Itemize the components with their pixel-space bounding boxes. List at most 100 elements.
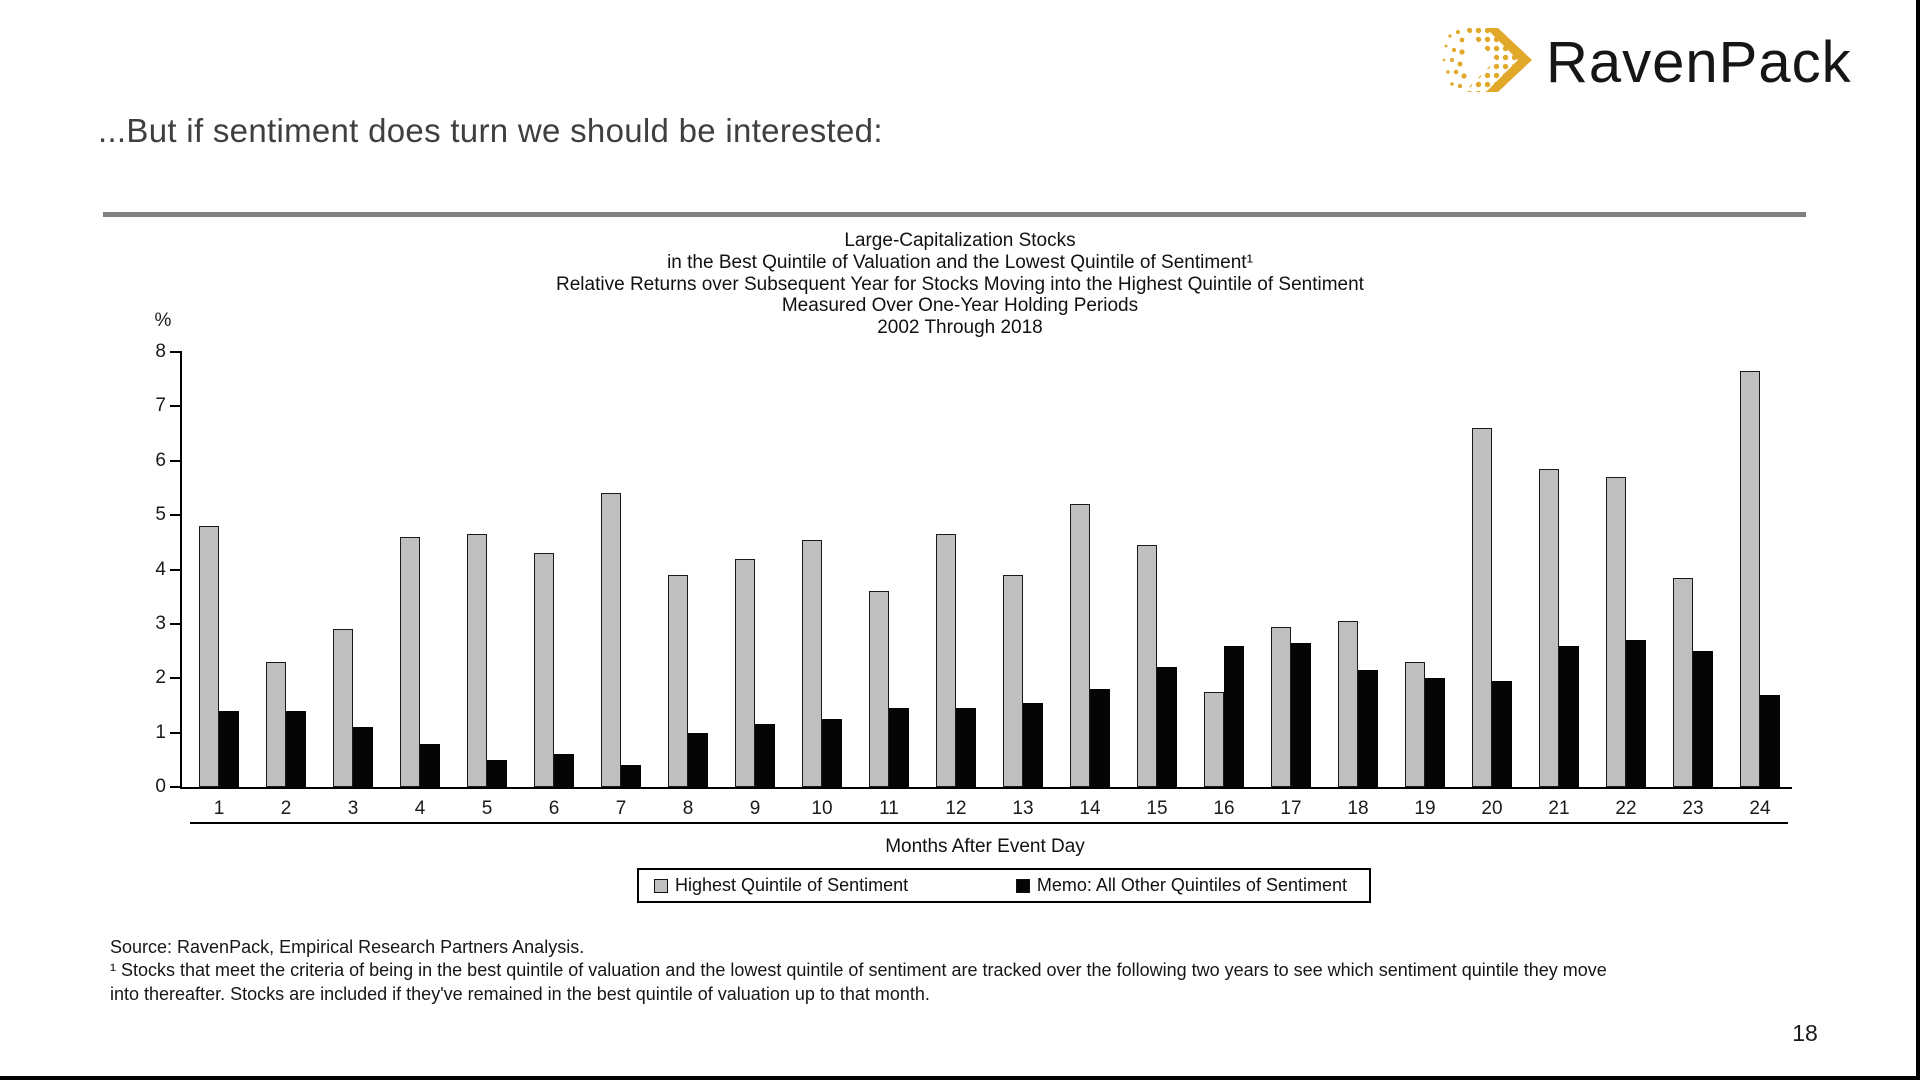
legend-label-highest: Highest Quintile of Sentiment bbox=[675, 875, 909, 895]
highest-quintile-bar bbox=[1740, 371, 1760, 787]
other-quintiles-bar bbox=[1693, 651, 1713, 787]
chart-title-line: in the Best Quintile of Valuation and th… bbox=[667, 251, 1253, 273]
highest-quintile-bar bbox=[1003, 574, 1023, 787]
other-quintiles-bar bbox=[1425, 678, 1445, 787]
other-quintiles-bar bbox=[1760, 694, 1780, 787]
y-axis-tick bbox=[170, 405, 182, 408]
highest-quintile-bar bbox=[1472, 428, 1492, 787]
x-tick-label: 15 bbox=[1146, 798, 1168, 819]
highest-quintile-bar bbox=[1539, 468, 1559, 787]
chart-title-line: Relative Returns over Subsequent Year fo… bbox=[556, 273, 1364, 295]
other-quintiles-bar bbox=[1157, 667, 1177, 787]
y-tick-label: 0 bbox=[155, 776, 166, 797]
highest-quintile-bar bbox=[266, 661, 286, 787]
y-tick-label: 2 bbox=[155, 667, 166, 689]
x-tick-label: 21 bbox=[1548, 798, 1570, 819]
x-tick-label: 5 bbox=[481, 798, 493, 819]
other-quintiles-bar bbox=[1626, 640, 1646, 787]
highest-quintile-bar bbox=[199, 526, 219, 787]
other-quintiles-bar bbox=[353, 727, 373, 787]
footnote-line: into thereafter. Stocks are included if … bbox=[110, 983, 930, 1004]
x-tick-label: 19 bbox=[1414, 798, 1436, 819]
highest-quintile-bar bbox=[601, 493, 621, 787]
other-quintiles-bar bbox=[1090, 689, 1110, 787]
highest-quintile-bar bbox=[1204, 691, 1224, 787]
other-quintiles-bar bbox=[1023, 702, 1043, 787]
source-line: Source: RavenPack, Empirical Research Pa… bbox=[110, 937, 585, 957]
highest-quintile-bar bbox=[869, 591, 889, 787]
x-tick-label: 6 bbox=[548, 798, 560, 819]
other-quintiles-bar bbox=[487, 759, 507, 787]
y-axis-unit-label: % bbox=[154, 310, 172, 331]
y-tick-label: 6 bbox=[155, 449, 166, 471]
other-quintiles-bar bbox=[688, 732, 708, 787]
highest-quintile-bar bbox=[333, 629, 353, 787]
other-quintiles-bar bbox=[554, 754, 574, 787]
x-tick-label: 18 bbox=[1347, 798, 1369, 819]
other-quintiles-bar bbox=[889, 708, 909, 787]
page-title: ...But if sentiment does turn we should … bbox=[98, 112, 883, 149]
chart-title-line: 2002 Through 2018 bbox=[877, 317, 1043, 339]
y-tick-label: 5 bbox=[155, 504, 166, 526]
other-quintiles-bar bbox=[219, 710, 239, 787]
footer: Source: RavenPack, Empirical Research Pa… bbox=[110, 936, 1810, 1006]
x-axis-title: Months After Event Day bbox=[885, 836, 1085, 857]
y-axis-tick bbox=[170, 459, 182, 462]
ravenpack-arrow-icon bbox=[1438, 26, 1534, 99]
highest-quintile-bar bbox=[534, 553, 554, 787]
other-quintiles-bar bbox=[1559, 645, 1579, 787]
x-axis-underline bbox=[190, 822, 1788, 824]
plot-area: 0 1 2 3 4 5 6 7 8 1 2 3 4 5 6 7 8 9 10 11 12 13 14 15 16 17 18 19 20… bbox=[155, 341, 1792, 819]
x-tick-label: 20 bbox=[1481, 798, 1503, 819]
y-tick-label: 7 bbox=[155, 395, 166, 417]
x-tick-label: 2 bbox=[280, 798, 292, 819]
x-tick-label: 8 bbox=[682, 798, 694, 819]
other-quintiles-bar bbox=[1492, 680, 1512, 787]
highest-quintile-bar bbox=[400, 536, 420, 787]
highest-quintile-bar bbox=[936, 534, 956, 787]
y-tick-label: 8 bbox=[155, 341, 166, 362]
highest-quintile-bar bbox=[1673, 577, 1693, 787]
legend-entry-other-quintiles: Memo: All Other Quintiles of Sentiment bbox=[1015, 875, 1347, 896]
other-quintiles-bar bbox=[956, 708, 976, 787]
x-tick-label: 24 bbox=[1749, 798, 1771, 819]
other-quintiles-bar bbox=[1291, 642, 1311, 787]
ravenpack-logo: RavenPack bbox=[1438, 26, 1852, 99]
legend-entry-highest-quintile: Highest Quintile of Sentiment bbox=[654, 875, 908, 896]
x-tick-label: 1 bbox=[213, 798, 225, 819]
y-axis-tick bbox=[170, 568, 182, 571]
highest-quintile-bar bbox=[1137, 545, 1157, 787]
ravenpack-logo-text: RavenPack bbox=[1546, 29, 1852, 95]
highest-quintile-bar bbox=[467, 534, 487, 787]
highest-quintile-bar bbox=[1405, 661, 1425, 787]
x-tick-label: 23 bbox=[1682, 798, 1704, 819]
y-axis-tick bbox=[170, 351, 182, 353]
x-tick-label: 12 bbox=[945, 798, 967, 819]
other-quintiles-bar bbox=[420, 743, 440, 787]
x-tick-label: 14 bbox=[1079, 798, 1101, 819]
x-tick-label: 9 bbox=[749, 798, 761, 819]
chart-title-line: Large-Capitalization Stocks bbox=[844, 230, 1076, 251]
other-quintiles-bar bbox=[1224, 645, 1244, 787]
legend-swatch-highest bbox=[654, 878, 668, 893]
x-tick-label: 22 bbox=[1615, 798, 1637, 819]
y-axis-tick bbox=[170, 731, 182, 734]
highest-quintile-bar bbox=[1606, 477, 1626, 787]
x-tick-label: 17 bbox=[1280, 798, 1302, 819]
other-quintiles-bar bbox=[755, 724, 775, 787]
highest-quintile-bar bbox=[735, 558, 755, 787]
page-number: 18 bbox=[1792, 1020, 1818, 1046]
highest-quintile-bar bbox=[1271, 626, 1291, 787]
chart-title-line: Measured Over One-Year Holding Periods bbox=[781, 295, 1139, 317]
highest-quintile-bar bbox=[1338, 621, 1358, 787]
legend-swatch-other bbox=[1015, 878, 1030, 893]
legend-label-other: Memo: All Other Quintiles of Sentiment bbox=[1036, 875, 1347, 895]
x-tick-label: 3 bbox=[347, 798, 359, 819]
y-axis-tick bbox=[170, 514, 182, 517]
highest-quintile-bar bbox=[1070, 504, 1090, 787]
x-tick-label: 16 bbox=[1213, 798, 1235, 819]
x-tick-label: 10 bbox=[811, 798, 833, 819]
x-tick-label: 4 bbox=[414, 798, 426, 819]
chart-title: Large-Capitalization Stocks in the Best Q… bbox=[180, 230, 1740, 339]
x-tick-label: 11 bbox=[879, 798, 899, 819]
